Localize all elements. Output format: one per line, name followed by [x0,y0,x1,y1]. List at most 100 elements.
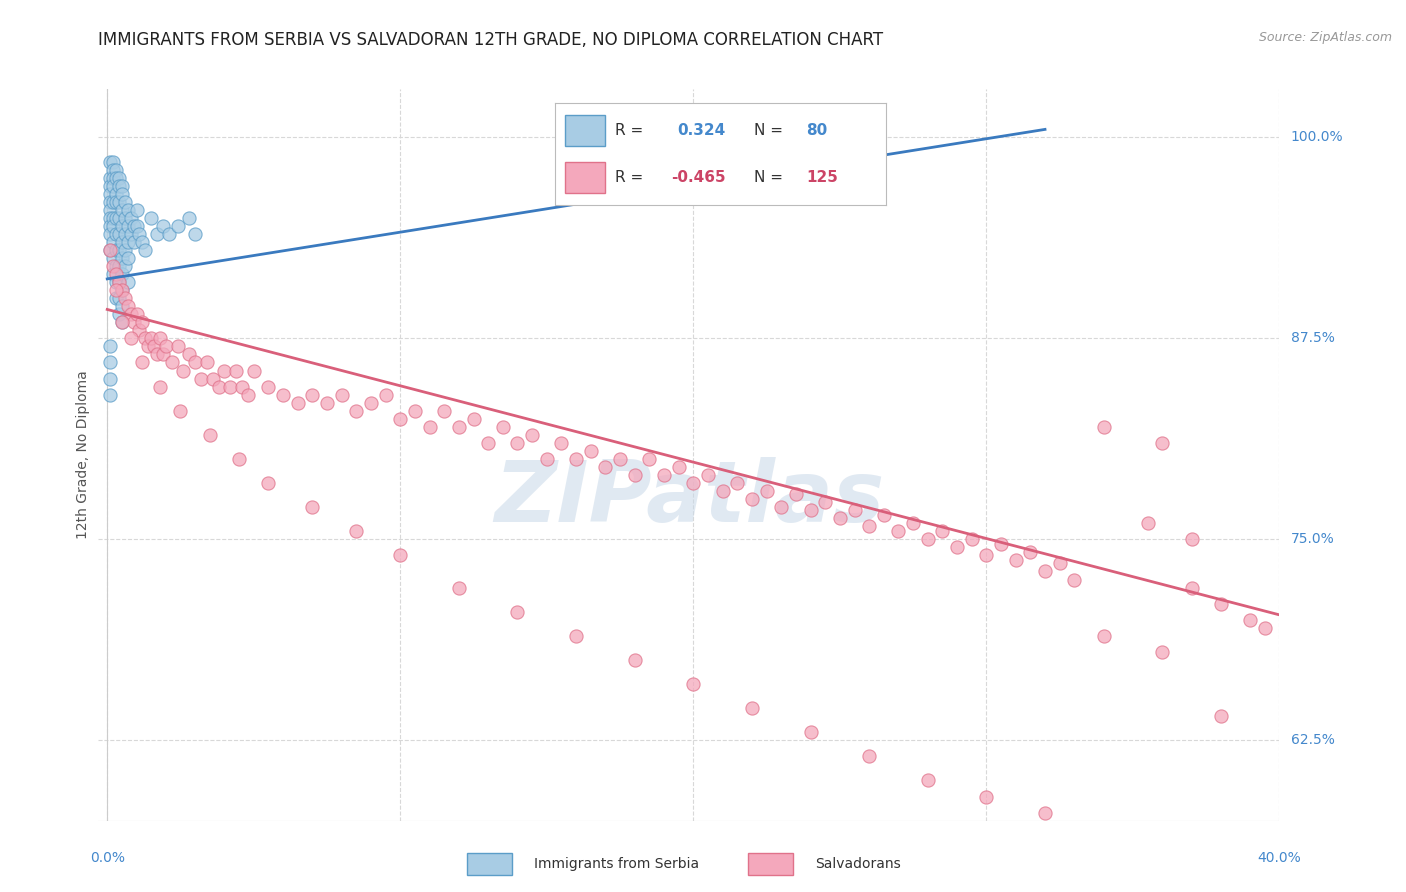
Point [101,162,124,177]
Point [844,503,866,517]
Point [858,519,880,533]
Point [114,291,136,305]
Text: R =: R = [614,123,643,137]
Point [1254,621,1277,635]
Point [800,503,823,517]
Point [98,219,121,233]
Point [1033,565,1056,579]
Point [711,484,734,499]
Point [131,235,153,249]
Point [149,331,172,345]
Point [98,339,121,353]
Point [271,387,294,401]
Point [152,219,174,233]
Point [1063,573,1085,587]
Point [120,227,142,241]
Point [623,653,645,667]
Text: 0.0%: 0.0% [90,851,125,865]
Point [117,219,139,233]
Point [98,178,121,193]
Point [917,773,939,788]
Point [117,202,139,217]
Point [101,178,124,193]
Point [389,411,412,425]
Point [858,749,880,764]
Point [228,452,250,467]
Bar [565,115,605,145]
Point [114,211,136,225]
Point [506,435,529,450]
Text: 100.0%: 100.0% [1291,130,1343,145]
Point [1019,545,1042,559]
Point [105,186,128,201]
Point [98,211,121,225]
Text: 125: 125 [807,170,838,185]
Point [195,355,218,369]
Point [117,251,139,265]
Point [184,355,207,369]
Point [122,235,145,249]
Point [828,511,851,525]
Point [125,307,148,321]
Point [101,154,124,169]
Point [108,307,131,321]
Point [741,492,763,507]
Text: N =: N = [754,170,783,185]
Point [105,227,128,241]
Point [682,677,704,691]
Point [1209,597,1232,611]
Point [990,537,1012,551]
Point [111,267,134,281]
Point [114,259,136,273]
Text: Salvadorans: Salvadorans [815,857,901,871]
Point [697,468,720,483]
Point [198,427,221,442]
Point [105,275,128,289]
Point [755,484,778,499]
Point [98,371,121,385]
Point [98,355,121,369]
Point [143,339,166,353]
Point [960,533,983,547]
Point [105,162,128,177]
Point [800,725,823,739]
Bar [565,162,605,193]
Point [1180,581,1202,595]
Point [579,443,602,458]
Point [565,452,588,467]
Point [108,275,131,289]
Point [131,355,153,369]
Point [101,170,124,185]
Point [1152,645,1174,659]
Text: -0.465: -0.465 [671,170,725,185]
Text: 75.0%: 75.0% [1291,533,1334,546]
Point [976,789,998,804]
Point [1152,435,1174,450]
Point [374,387,396,401]
Point [609,452,631,467]
Point [770,500,793,515]
Point [98,243,121,257]
Text: 62.5%: 62.5% [1291,733,1334,747]
Point [111,299,134,313]
Point [157,227,180,241]
Point [595,460,617,475]
Point [184,227,207,241]
Point [741,701,763,715]
Point [117,275,139,289]
Point [108,178,131,193]
Point [477,435,499,450]
Point [122,315,145,329]
Point [111,186,134,201]
Point [301,500,323,515]
Point [976,549,998,563]
Point [231,379,253,393]
Point [1239,613,1261,627]
Point [447,581,470,595]
Point [682,476,704,491]
Point [108,275,131,289]
Point [98,194,121,209]
Point [120,211,142,225]
Point [128,323,150,337]
Point [169,403,191,417]
